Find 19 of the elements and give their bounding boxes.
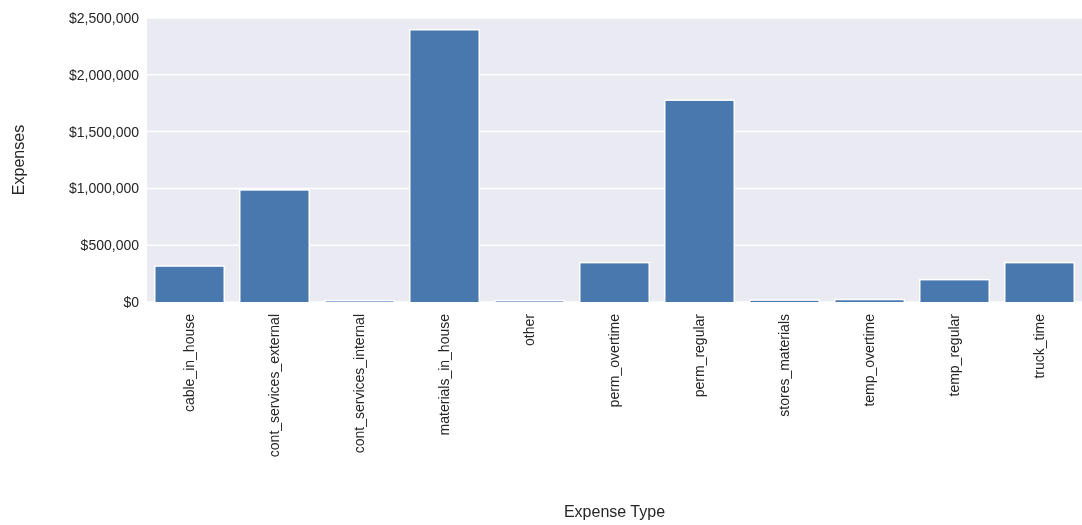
y-tick-label: $0 <box>123 293 140 310</box>
x-axis-title: Expense Type <box>563 503 666 520</box>
x-tick-label: cont_services_external <box>266 314 283 458</box>
x-tick-label: cable_in_house <box>181 313 198 413</box>
x-tick-label: truck_time <box>1031 313 1048 379</box>
x-tick-label: temp_overtime <box>861 313 878 407</box>
x-tick-label: perm_overtime <box>606 313 623 408</box>
x-tick-label: cont_services_internal <box>351 314 368 454</box>
y-tick-label: $500,000 <box>80 237 140 254</box>
x-tick-label: stores_materials <box>776 314 793 417</box>
y-tick-label: $2,500,000 <box>68 9 140 26</box>
x-tick-label: other <box>521 313 538 346</box>
x-tick-label: perm_regular <box>691 313 708 398</box>
x-tick-label: temp_regular <box>946 313 963 397</box>
y-tick-label: $1,000,000 <box>68 180 140 197</box>
x-tick-label: materials_in_house <box>436 313 453 436</box>
y-tick-label: $1,500,000 <box>68 123 140 140</box>
y-axis-title: Expenses <box>10 124 27 196</box>
y-tick-label: $2,000,000 <box>68 66 140 83</box>
